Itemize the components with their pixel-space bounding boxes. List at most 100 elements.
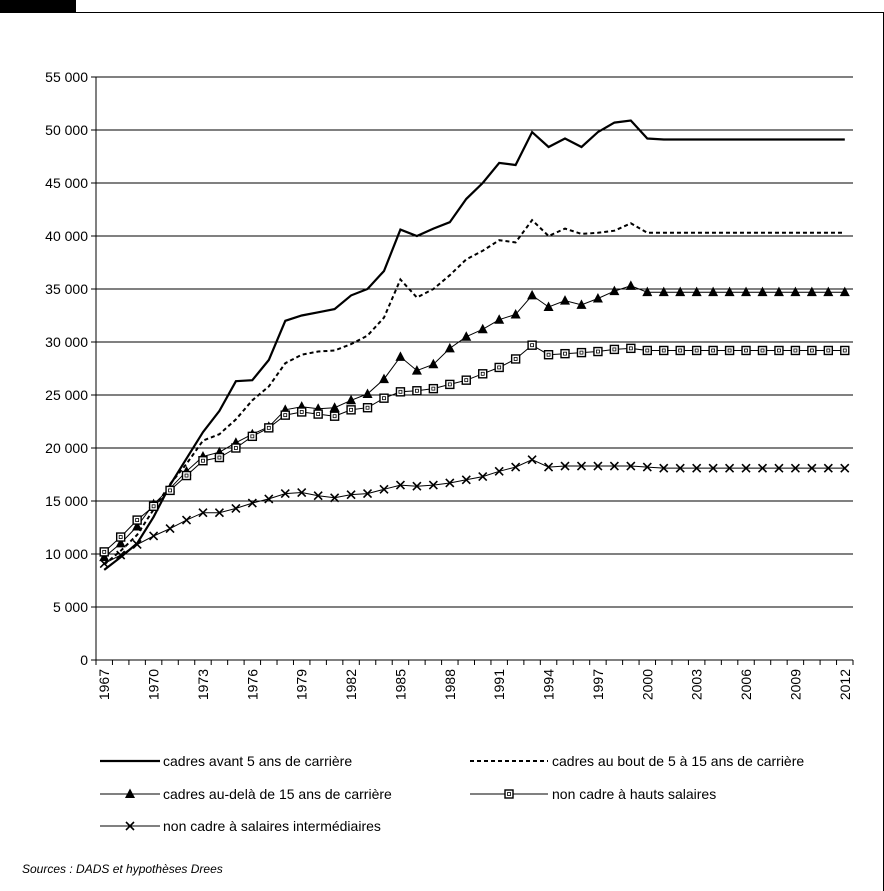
square-marker-inner [727, 348, 732, 353]
cross-marker [725, 463, 735, 473]
legend-label: cadres au-delà de 15 ans de carrière [163, 786, 392, 802]
cross-marker [807, 463, 817, 473]
cross-marker [330, 493, 340, 503]
square-marker-inner [612, 347, 617, 352]
triangle-marker [329, 402, 340, 412]
square-marker-inner [711, 348, 716, 353]
triangle-marker [560, 295, 571, 305]
cross-marker [247, 498, 257, 508]
triangle-marker [625, 280, 636, 290]
legend-item-2: cadres au bout de 5 à 15 ans de carrière [470, 753, 804, 769]
cross-marker [527, 455, 537, 465]
cross-marker [593, 461, 603, 471]
triangle-marker [378, 373, 389, 384]
cross-marker [511, 462, 521, 472]
triangle-marker [757, 286, 768, 297]
cross-marker [346, 490, 356, 500]
triangle-marker [658, 286, 669, 297]
series-2 [103, 218, 845, 566]
triangle-marker [724, 286, 735, 297]
square-marker-inner [233, 446, 238, 450]
square-marker-inner [464, 378, 469, 383]
legend-item-5: non cadre à salaires intermédiaires [100, 818, 381, 834]
cross-marker [116, 550, 126, 560]
square-marker-inner [316, 412, 321, 416]
cross-marker [494, 466, 504, 476]
triangle-marker [444, 342, 455, 353]
line-chart: 0 5 000 10 000 15 000 20 000 25 000 30 000 35 0… [45, 69, 854, 834]
cross-marker [708, 463, 718, 473]
square-marker-inner [250, 434, 255, 439]
y-tick-label: 55 000 [45, 69, 88, 85]
series-line [103, 119, 845, 571]
x-tick-label: 2000 [639, 669, 655, 700]
square-marker-inner [151, 504, 156, 509]
y-tick-label: 30 000 [45, 334, 88, 350]
square-marker-inner [513, 357, 518, 361]
cross-marker [675, 463, 685, 473]
square-marker-inner [102, 549, 107, 554]
square-marker-inner [645, 348, 650, 353]
triangle-marker [125, 788, 135, 798]
triangle-marker [115, 537, 126, 548]
square-marker-inner [546, 352, 551, 357]
triangle-marker [609, 285, 620, 296]
square-marker-inner [299, 410, 304, 414]
cross-marker [543, 462, 554, 472]
cross-marker [149, 531, 159, 541]
square-marker-inner [135, 518, 140, 522]
square-marker-inner [283, 413, 288, 418]
y-tick-label: 45 000 [45, 175, 88, 191]
triangle-marker [428, 358, 439, 369]
source-note: Sources : DADS et hypothèses Drees [22, 862, 223, 876]
square-marker-inner [628, 346, 633, 351]
triangle-marker [708, 286, 719, 297]
cross-marker [214, 508, 224, 518]
figure-top-border [0, 12, 884, 13]
square-marker-inner [332, 414, 337, 419]
triangle-marker [494, 314, 505, 324]
x-tick-label: 1967 [96, 669, 112, 700]
triangle-marker [741, 286, 752, 297]
square-marker-inner [266, 425, 271, 430]
y-tick-label: 5 000 [53, 599, 88, 615]
legend-item-3: cadres au-delà de 15 ans de carrière [100, 786, 392, 802]
legend-label: non cadre à salaires intermédiaires [163, 818, 381, 834]
square-marker-inner [497, 365, 502, 370]
cross-marker [445, 478, 455, 488]
cross-marker [692, 463, 702, 473]
legend: cadres avant 5 ans de carrière cadres au … [100, 753, 804, 834]
triangle-marker [576, 299, 587, 309]
x-tick-label: 1994 [541, 669, 557, 700]
y-tick-label: 0 [80, 652, 88, 668]
series-group [99, 119, 850, 571]
cross-marker [264, 494, 274, 504]
square-marker-inner [530, 343, 534, 348]
triangle-marker [527, 289, 538, 300]
y-tick-label: 40 000 [45, 228, 88, 244]
triangle-marker [839, 286, 850, 297]
cross-marker [181, 515, 192, 525]
triangle-marker [543, 301, 554, 312]
square-marker-inner [579, 350, 584, 355]
square-marker-inner [809, 348, 814, 353]
series-line [103, 218, 845, 566]
cross-marker [412, 481, 422, 491]
x-tick-label: 1988 [442, 669, 458, 700]
series-4 [99, 340, 850, 557]
square-marker-inner [596, 349, 600, 354]
series-line [103, 285, 845, 558]
cross-marker [609, 461, 619, 471]
cross-marker [132, 539, 142, 550]
square-marker-inner [201, 458, 205, 463]
cross-marker [659, 463, 669, 473]
square-marker-inner [694, 348, 699, 353]
series-5 [99, 455, 850, 569]
y-tick-label: 15 000 [45, 493, 88, 509]
cross-marker [790, 463, 800, 473]
square-marker-inner [678, 348, 683, 353]
x-tick-label: 2012 [837, 669, 853, 700]
cross-marker [125, 821, 135, 831]
cross-marker [478, 472, 488, 482]
y-tick-label: 25 000 [45, 387, 88, 403]
